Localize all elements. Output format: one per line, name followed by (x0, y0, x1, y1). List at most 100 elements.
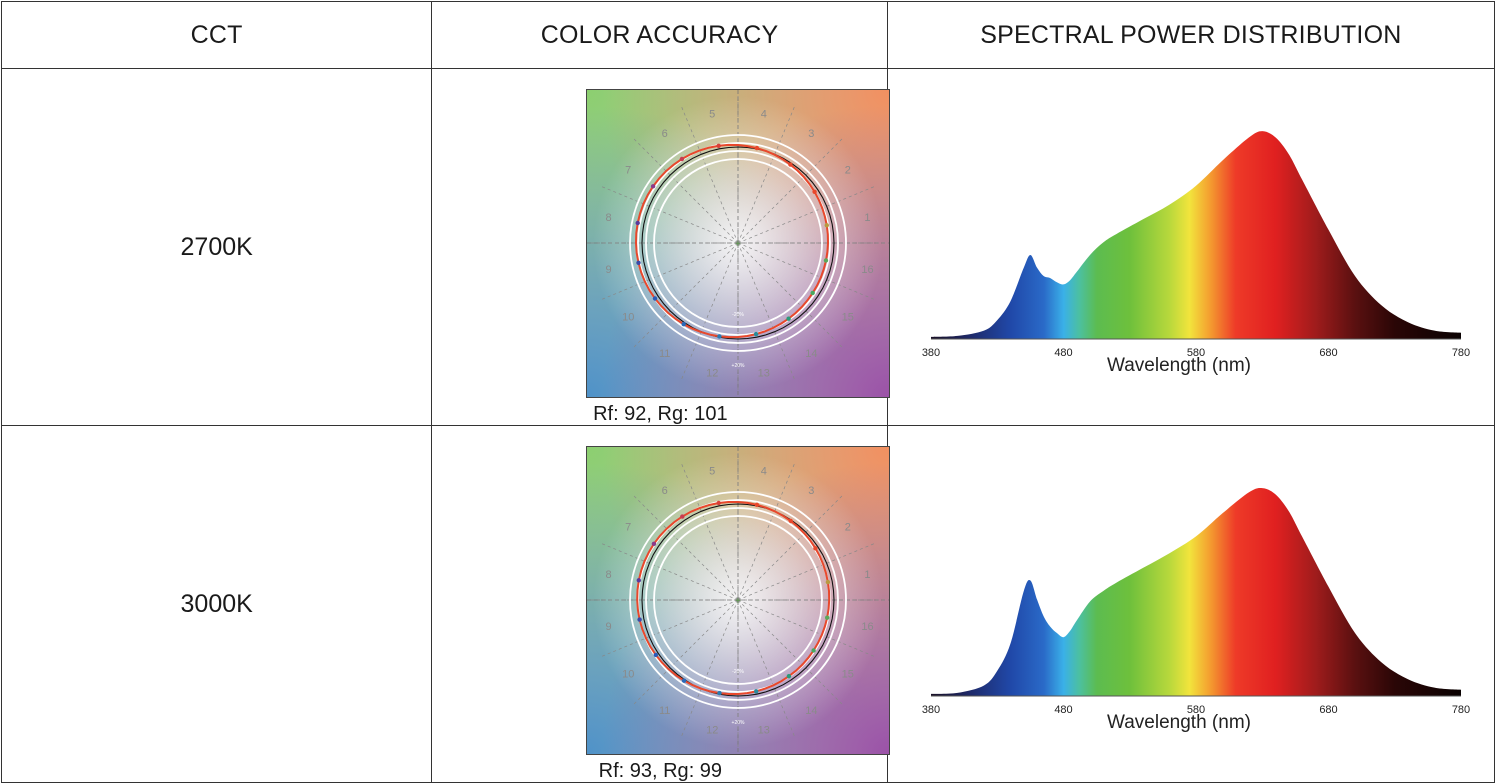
ring-label-outer: +20% (732, 363, 745, 369)
x-axis-label: Wavelength (nm) (1107, 355, 1251, 376)
hue-bin-label: 10 (622, 311, 634, 323)
spd-cell: 380 480 580 680 780 Wavelength (nm) (886, 68, 1495, 426)
hue-bin-label: 12 (706, 367, 718, 379)
rf-label: Rf (598, 760, 619, 782)
hue-bin-label: 8 (606, 569, 612, 581)
hue-bin-marker (636, 578, 642, 583)
center-mark: + (735, 596, 741, 607)
hue-bin-label: 15 (842, 311, 854, 323)
x-tick-label: 580 (1187, 347, 1205, 359)
ring-label-inner: -20% (733, 312, 745, 318)
hue-bin-marker (635, 220, 641, 226)
hue-bin-marker (682, 678, 687, 683)
hue-bin-label: 3 (809, 128, 815, 140)
hue-bin-label: 13 (758, 367, 770, 379)
x-tick-label: 480 (1054, 347, 1072, 359)
hue-bin-label: 16 (862, 264, 874, 276)
cct-value: 2700K (0, 68, 433, 426)
hue-bin-label: 2 (845, 165, 851, 177)
row-2700k: 2700K -20% +20% 5 4 3 2 1 16 15 14 13 12 11 10 9 8 7 6 + R… (0, 68, 1495, 426)
hue-bin-label: 5 (710, 466, 716, 478)
hue-bin-label: 9 (606, 264, 612, 276)
hue-bin-label: 2 (845, 522, 851, 534)
hue-bin-marker (636, 260, 642, 265)
cct-value: 3000K (0, 425, 433, 783)
hue-bin-label: 8 (606, 212, 612, 224)
hue-bin-marker (755, 145, 760, 151)
hue-bin-marker (811, 648, 817, 653)
hue-bin-label: 7 (626, 522, 632, 534)
hue-bin-marker (824, 223, 830, 228)
hue-bin-label: 12 (706, 724, 718, 736)
hue-bin-marker (653, 652, 659, 658)
hue-bin-label: 9 (606, 621, 612, 633)
hue-bin-marker (717, 334, 722, 339)
hue-bin-label: 1 (865, 212, 871, 224)
spd-cell: 380 480 580 680 780 Wavelength (nm) (886, 425, 1495, 783)
hue-bin-label: 14 (806, 705, 818, 717)
color-accuracy-cell: -20% +20% 5 4 3 2 1 16 15 14 13 12 11 10 9 8 7 6 + Rf: 93,… (431, 425, 891, 783)
test-contour (635, 143, 830, 339)
ring-label-outer: +20% (732, 720, 745, 726)
x-tick-label: 680 (1319, 704, 1337, 716)
hue-bin-label: 11 (659, 348, 670, 360)
hue-bin-label: 13 (758, 724, 770, 736)
hue-bin-marker (787, 674, 792, 679)
hue-bin-marker (786, 316, 792, 321)
x-tick-label: 480 (1054, 704, 1072, 716)
rf-value: : 92, (613, 403, 658, 425)
hue-bin-label: 10 (622, 668, 634, 680)
hue-bin-label: 7 (626, 165, 632, 177)
rg-value: : 101 (683, 403, 728, 425)
hue-bin-marker (810, 290, 816, 296)
color-vector-graphic: -20% +20% 5 4 3 2 1 16 15 14 13 12 11 10 9 8 7 6 + (586, 446, 891, 755)
color-vector-graphic: -20% +20% 5 4 3 2 1 16 15 14 13 12 11 10 9 8 7 6 + (586, 89, 891, 398)
header-color-accuracy: COLOR ACCURACY (431, 1, 888, 69)
x-tick-label: 380 (922, 347, 940, 359)
color-accuracy-cell: -20% +20% 5 4 3 2 1 16 15 14 13 12 11 10 9 8 7 6 + Rf: 92,… (431, 68, 891, 426)
hue-bin-label: 11 (659, 705, 670, 717)
hue-bin-marker (824, 258, 829, 263)
header-row: CCT COLOR ACCURACY SPECTRAL POWER DISTRI… (0, 1, 1495, 69)
x-tick-label: 680 (1319, 347, 1337, 359)
rg-value: : 99 (688, 760, 723, 782)
fidelity-gamut-label: Rf: 93, Rg: 99 (432, 760, 888, 783)
spd-area (930, 487, 1461, 696)
spd-chart: 380 480 580 680 780 Wavelength (nm) (922, 487, 1470, 733)
fidelity-gamut-label: Rf: 92, Rg: 101 (432, 403, 888, 426)
hue-bin-marker (716, 143, 722, 148)
hue-bin-marker (717, 690, 723, 696)
hue-bin-marker (788, 162, 793, 167)
hue-bin-marker (813, 546, 818, 551)
center-mark: + (735, 239, 741, 250)
hue-bin-label: 16 (862, 621, 874, 633)
test-contour (636, 501, 831, 695)
hue-bin-marker (637, 617, 643, 622)
header-spectral-power-distribution: SPECTRAL POWER DISTRIBUTION (886, 1, 1495, 69)
hue-bin-marker (716, 500, 722, 506)
hue-bin-label: 4 (761, 109, 767, 121)
rg-label: Rg (663, 760, 689, 782)
hue-bin-marker (681, 322, 687, 327)
hue-bin-label: 15 (842, 668, 854, 680)
hue-bin-marker (651, 184, 656, 189)
hue-bin-label: 3 (809, 485, 815, 497)
hue-bin-label: 1 (865, 569, 871, 581)
hue-bin-marker (812, 189, 818, 194)
x-tick-label: 780 (1452, 704, 1470, 716)
hue-bin-label: 5 (710, 109, 716, 121)
hue-bin-marker (826, 579, 831, 585)
hue-bin-marker (652, 541, 657, 546)
header-cct: CCT (0, 1, 433, 69)
x-axis-label: Wavelength (nm) (1107, 712, 1251, 733)
hue-bin-marker (680, 156, 685, 162)
spd-area (930, 131, 1461, 339)
rg-label: Rg (657, 403, 684, 425)
hue-bin-marker (755, 502, 760, 507)
hue-bin-label: 4 (761, 466, 767, 478)
hue-bin-marker (754, 331, 759, 337)
rf-value: : 93, (618, 760, 664, 782)
hue-bin-marker (680, 514, 685, 519)
rf-label: Rf (593, 403, 614, 425)
hue-bin-marker (653, 296, 658, 301)
